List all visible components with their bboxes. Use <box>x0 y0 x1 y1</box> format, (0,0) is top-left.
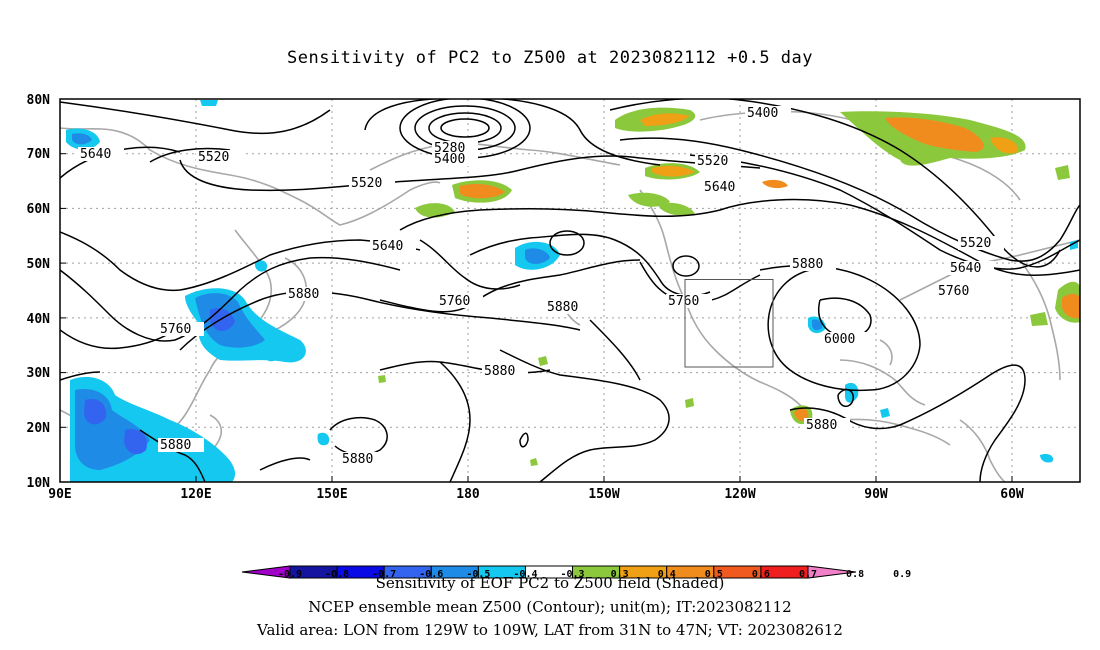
map-title: Sensitivity of PC2 to Z500 at 2023082112… <box>286 48 813 68</box>
contour-label: 5880 <box>792 257 823 272</box>
z500-contours <box>60 99 1080 482</box>
positive-sensitivity-shading <box>378 107 1080 466</box>
lon-label: 120W <box>724 487 755 502</box>
contour-label: 5760 <box>160 322 191 337</box>
negative-sensitivity-shading <box>66 100 1078 482</box>
contour-label: 6000 <box>824 332 855 347</box>
contour-label: 5520 <box>198 150 229 165</box>
lon-label: 150E <box>316 487 347 502</box>
contour-label: 5760 <box>668 294 699 309</box>
colorbar-tick-label: 0.4 <box>658 569 676 580</box>
contour-label: 5400 <box>747 106 778 121</box>
contour-labels: 5640 5520 5280 5400 5520 5400 5520 5640 … <box>78 106 1004 467</box>
lon-label: 150W <box>588 487 619 502</box>
colorbar-tick-label: -0.6 <box>419 569 443 580</box>
colorbar-tick-label: 0.5 <box>705 569 723 580</box>
contour-label: 5880 <box>342 452 373 467</box>
lon-label: 90E <box>48 487 71 502</box>
colorbar-tick-label: -0.9 <box>278 569 302 580</box>
contour-label: 5640 <box>372 239 403 254</box>
caption-valid-area: Valid area: LON from 129W to 109W, LAT f… <box>257 621 843 639</box>
lat-label: 10N <box>27 476 51 491</box>
contour-label: 5880 <box>484 364 515 379</box>
contour-label: 5520 <box>960 236 991 251</box>
tick-marks <box>60 98 1013 482</box>
lat-label: 70N <box>27 147 51 162</box>
contour-label: 5640 <box>80 147 111 162</box>
colorbar-swatch <box>807 565 857 579</box>
contour-label: 5760 <box>938 284 969 299</box>
map-frame <box>59 98 1081 483</box>
contour-label: 5880 <box>288 287 319 302</box>
colorbar: -0.9 -0.8 -0.7 -0.6 -0.5 -0.4 -0.3 0.3 0.4 0.5 0.6… <box>241 565 911 580</box>
contour-label: 5520 <box>697 154 728 169</box>
colorbar-tick-label: -0.8 <box>325 569 349 580</box>
contour-label: 5400 <box>434 152 465 167</box>
contour-label: 5760 <box>439 294 470 309</box>
colorbar-tick-label: -0.5 <box>466 569 490 580</box>
colorbar-tick-label: -0.3 <box>560 569 584 580</box>
colorbar-tick-label: 0.9 <box>893 569 911 580</box>
caption-contour: NCEP ensemble mean Z500 (Contour); unit(… <box>308 598 792 616</box>
lat-label: 50N <box>27 257 51 272</box>
colorbar-tick-label: -0.7 <box>372 569 396 580</box>
contour-label: 5880 <box>806 418 837 433</box>
contour-label: 5520 <box>351 176 382 191</box>
lat-label: 80N <box>27 93 51 108</box>
contour-label: 5640 <box>704 180 735 195</box>
lat-label: 60N <box>27 202 51 217</box>
lat-label: 20N <box>27 421 51 436</box>
valid-area-box <box>684 279 774 368</box>
colorbar-tick-label: -0.4 <box>513 569 537 580</box>
lat-label: 40N <box>27 312 51 327</box>
longitude-labels: 90E 120E 150E 180 150W 120W 90W 60W <box>48 487 1024 502</box>
latitude-labels: 80N 70N 60N 50N 40N 30N 20N 10N <box>27 93 51 491</box>
lon-label: 60W <box>1000 487 1024 502</box>
colorbar-tick-label: 0.7 <box>799 569 817 580</box>
contour-label: 5880 <box>547 300 578 315</box>
caption-shading: Sensitivity of EOF PC2 to Z500 field (Sh… <box>375 574 725 592</box>
lat-label: 30N <box>27 366 51 381</box>
map-area: 5640 5520 5280 5400 5520 5400 5520 5640 … <box>60 99 1080 482</box>
contour-label: 5880 <box>160 438 191 453</box>
colorbar-tick-label: 0.6 <box>752 569 770 580</box>
colorbar-tick-label: 0.8 <box>846 569 864 580</box>
lon-label: 120E <box>180 487 211 502</box>
colorbar-tick-label: 0.3 <box>611 569 629 580</box>
lon-label: 90W <box>864 487 888 502</box>
lon-label: 180 <box>456 487 480 502</box>
contour-label: 5640 <box>950 261 981 276</box>
